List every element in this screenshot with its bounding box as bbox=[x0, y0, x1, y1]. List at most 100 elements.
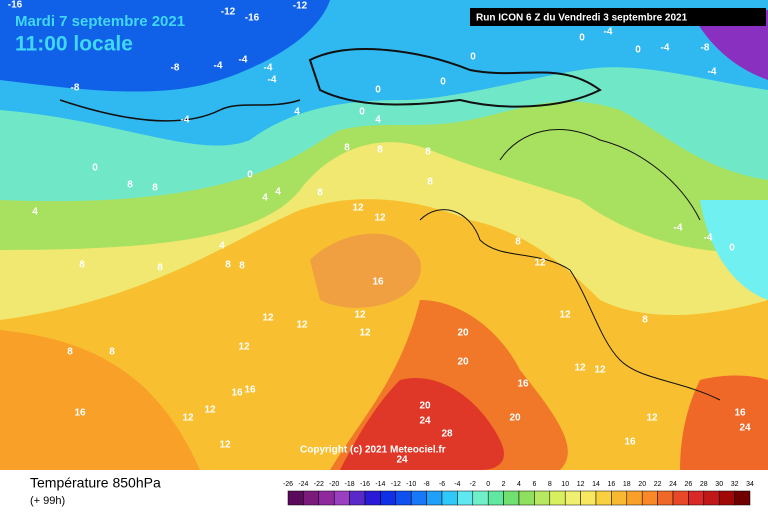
scale-label: -4 bbox=[454, 481, 460, 488]
scale-label: -20 bbox=[329, 481, 339, 488]
scale-swatch bbox=[534, 490, 551, 506]
contour-label: -8 bbox=[71, 83, 80, 94]
copyright: Copyright (c) 2021 Meteociel.fr bbox=[300, 445, 446, 456]
scale-swatch bbox=[472, 490, 489, 506]
contour-label: -12 bbox=[221, 7, 236, 18]
contour-label: 0 bbox=[470, 52, 476, 63]
contour-label: 12 bbox=[534, 258, 546, 269]
zone-warm bbox=[310, 233, 421, 308]
contour-label: 16 bbox=[734, 408, 746, 419]
legend-subtitle: (+ 99h) bbox=[30, 495, 65, 507]
scale-swatch bbox=[734, 490, 751, 506]
contour-label: 12 bbox=[559, 310, 571, 321]
scale-label: -6 bbox=[439, 481, 445, 488]
contour-label: -4 bbox=[674, 223, 683, 234]
scale-label: 6 bbox=[532, 481, 536, 488]
contour-label: 0 bbox=[375, 85, 381, 96]
scale-swatch bbox=[287, 490, 304, 506]
coastline bbox=[419, 209, 721, 401]
scale-swatch bbox=[349, 490, 366, 506]
contour-label: 12 bbox=[359, 328, 371, 339]
scale-swatch bbox=[672, 490, 689, 506]
contour-label: 8 bbox=[515, 237, 521, 248]
run-info: Run ICON 6 Z du Vendredi 3 septembre 202… bbox=[476, 13, 688, 24]
contour-label: 12 bbox=[354, 310, 366, 321]
scale-label: 0 bbox=[486, 481, 490, 488]
contour-label: 0 bbox=[359, 107, 365, 118]
scale-swatch bbox=[410, 490, 427, 506]
scale-label: 20 bbox=[638, 481, 646, 488]
coastline bbox=[308, 48, 602, 108]
contour-label: 20 bbox=[457, 357, 469, 368]
scale-label: -10 bbox=[406, 481, 416, 488]
contour-label: -16 bbox=[245, 13, 260, 24]
zone-cold bbox=[700, 200, 768, 300]
scale-label: -12 bbox=[391, 481, 401, 488]
contour-label: 12 bbox=[204, 405, 216, 416]
contour-label: 8 bbox=[109, 347, 115, 358]
contour-label: 4 bbox=[219, 241, 225, 252]
contour-label: -4 bbox=[239, 55, 248, 66]
scale-label: -16 bbox=[360, 481, 370, 488]
contour-label: 0 bbox=[247, 170, 253, 181]
scale-label: 18 bbox=[623, 481, 631, 488]
time: 11:00 locale bbox=[15, 33, 133, 56]
contour-label: -4 bbox=[704, 233, 713, 244]
scale-label: 12 bbox=[577, 481, 585, 488]
contour-label: 20 bbox=[509, 413, 521, 424]
contour-label: 16 bbox=[231, 388, 243, 399]
contour-label: 4 bbox=[32, 207, 38, 218]
scale-swatch bbox=[303, 490, 320, 506]
contour-label: 12 bbox=[646, 413, 658, 424]
contour-label: 24 bbox=[739, 423, 751, 434]
scale-swatch bbox=[703, 490, 720, 506]
contour-label: 8 bbox=[152, 183, 158, 194]
scale-swatch bbox=[718, 490, 735, 506]
contour-label: 0 bbox=[440, 77, 446, 88]
scale-swatch bbox=[441, 490, 458, 506]
contour-label: 12 bbox=[238, 342, 250, 353]
zone-hotter bbox=[340, 378, 504, 470]
contour-label: -4 bbox=[604, 27, 613, 38]
scale-label: -26 bbox=[283, 481, 293, 488]
contour-label: 16 bbox=[372, 277, 384, 288]
coastline bbox=[59, 99, 301, 122]
contour-label: 12 bbox=[296, 320, 308, 331]
contour-label: 8 bbox=[642, 315, 648, 326]
scale-label: 14 bbox=[592, 481, 600, 488]
contour-label: -4 bbox=[268, 75, 277, 86]
contour-label: 16 bbox=[624, 437, 636, 448]
scale-swatch bbox=[380, 490, 397, 506]
contour-label: 0 bbox=[579, 33, 585, 44]
contour-label: 0 bbox=[92, 163, 98, 174]
scale-label: 4 bbox=[517, 481, 521, 488]
contour-label: -16 bbox=[8, 0, 23, 11]
zone-purple bbox=[690, 10, 768, 80]
scale-label: 16 bbox=[608, 481, 616, 488]
scale-label: 10 bbox=[561, 481, 569, 488]
contour-label: 20 bbox=[457, 328, 469, 339]
contour-label: 28 bbox=[441, 429, 453, 440]
scale-swatch bbox=[580, 490, 597, 506]
scale-swatch bbox=[626, 490, 643, 506]
contour-label: 16 bbox=[244, 385, 256, 396]
contour-label: 8 bbox=[425, 147, 431, 158]
scale-label: 8 bbox=[548, 481, 552, 488]
contour-label: 12 bbox=[219, 440, 231, 451]
scale-label: -22 bbox=[314, 481, 324, 488]
contour-label: 8 bbox=[344, 143, 350, 154]
contour-label: 16 bbox=[517, 379, 529, 390]
contour-label: 8 bbox=[127, 180, 133, 191]
scale-swatch bbox=[503, 490, 520, 506]
contour-label: 4 bbox=[294, 107, 300, 118]
contour-label: -8 bbox=[171, 63, 180, 74]
scale-swatch bbox=[518, 490, 535, 506]
contour-label: 24 bbox=[419, 416, 431, 427]
contour-label: 4 bbox=[375, 115, 381, 126]
contour-label: 8 bbox=[377, 145, 383, 156]
contour-label: 8 bbox=[225, 260, 231, 271]
contour-label: 0 bbox=[635, 45, 641, 56]
scale-label: -18 bbox=[345, 481, 355, 488]
scale-label: -2 bbox=[470, 481, 476, 488]
contour-label: 12 bbox=[594, 365, 606, 376]
